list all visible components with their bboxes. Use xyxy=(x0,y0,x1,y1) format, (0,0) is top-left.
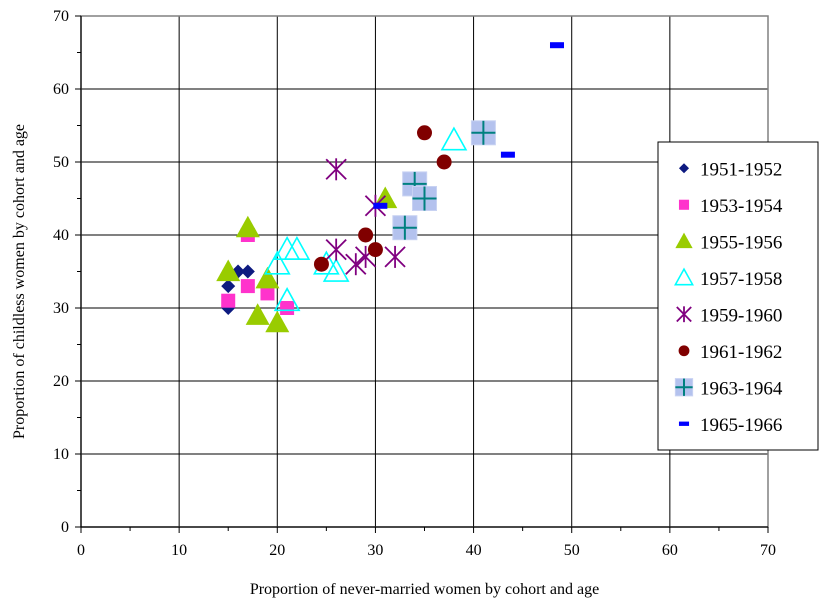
legend-marker xyxy=(678,163,690,174)
legend-entry: 1953-1954 xyxy=(678,196,783,217)
data-point-series-3 xyxy=(235,215,260,238)
data-point-series-6 xyxy=(313,256,329,272)
y-tick-label: 60 xyxy=(53,81,69,98)
data-point-series-8 xyxy=(549,42,564,49)
data-point-series-4 xyxy=(263,250,291,275)
axes xyxy=(75,15,769,533)
legend-marker xyxy=(678,345,690,357)
legend-entry: 1965-1966 xyxy=(678,415,782,436)
data-point-series-5 xyxy=(384,245,406,268)
legend-marker xyxy=(675,232,693,249)
y-tick-label: 50 xyxy=(53,154,69,171)
y-tick-label: 0 xyxy=(61,519,69,536)
y-tick-label: 40 xyxy=(53,227,69,244)
y-tick-labels: 0 10 20 30 40 50 60 70 xyxy=(53,8,69,536)
data-points xyxy=(216,42,564,333)
x-tick-label: 70 xyxy=(760,542,776,559)
data-point-series-6 xyxy=(367,242,383,258)
data-point-series-1 xyxy=(221,279,236,294)
legend-marker xyxy=(674,267,694,286)
data-point-series-2 xyxy=(280,301,295,315)
legend-label: 1951-1952 xyxy=(700,159,782,180)
legend-label: 1955-1956 xyxy=(700,232,782,253)
data-point-series-2 xyxy=(240,279,255,294)
data-point-series-5 xyxy=(325,238,347,261)
data-point-series-6 xyxy=(358,227,374,243)
data-point-series-4 xyxy=(273,287,301,312)
legend-entry: 1955-1956 xyxy=(675,232,782,253)
x-tick-label: 50 xyxy=(564,542,580,559)
legend-label: 1957-1958 xyxy=(700,269,782,290)
y-tick-label: 30 xyxy=(53,300,69,317)
legend-marker xyxy=(678,199,690,210)
x-tick-label: 40 xyxy=(466,542,482,559)
data-point-series-7 xyxy=(412,186,437,211)
data-point-series-8 xyxy=(373,202,388,209)
data-point-series-6 xyxy=(436,154,452,170)
legend-label: 1963-1964 xyxy=(700,378,783,399)
y-axis-title: Proportion of childless women by cohort … xyxy=(11,124,28,439)
x-tick-label: 60 xyxy=(662,542,678,559)
legend-entry: 1959-1960 xyxy=(676,305,782,326)
data-point-series-3 xyxy=(255,266,280,289)
data-point-series-4 xyxy=(322,257,350,282)
data-point-series-1 xyxy=(240,264,255,279)
legend-marker xyxy=(678,421,690,426)
x-tick-label: 20 xyxy=(269,542,285,559)
x-tick-label: 0 xyxy=(77,542,85,559)
x-tick-label: 30 xyxy=(367,542,383,559)
data-point-series-2 xyxy=(221,293,236,308)
data-point-series-7 xyxy=(392,215,418,241)
data-point-series-4 xyxy=(440,126,468,151)
legend-label: 1965-1966 xyxy=(700,415,782,436)
data-point-series-7 xyxy=(470,120,496,146)
legend-entry: 1963-1964 xyxy=(674,378,783,399)
legend-label: 1961-1962 xyxy=(700,342,782,363)
data-point-series-5 xyxy=(325,158,347,181)
legend: 1951-1952 1953-1954 1955-1956 1957-1958 1959… xyxy=(657,141,819,451)
legend-box xyxy=(657,141,819,451)
legend-marker xyxy=(674,378,694,397)
x-tick-labels: 0 10 20 30 40 50 60 70 xyxy=(77,542,776,559)
data-point-series-3 xyxy=(216,259,241,282)
legend-label: 1959-1960 xyxy=(700,305,782,326)
x-tick-label: 10 xyxy=(171,542,187,559)
legend-entry: 1951-1952 xyxy=(678,159,782,180)
y-tick-label: 10 xyxy=(53,446,69,463)
data-point-series-6 xyxy=(417,125,432,141)
data-point-series-3 xyxy=(245,303,270,325)
legend-entry: 1961-1962 xyxy=(678,342,782,363)
data-point-series-4 xyxy=(283,235,311,261)
data-point-series-3 xyxy=(265,310,290,333)
x-axis-title: Proportion of never-married women by coh… xyxy=(250,581,599,598)
data-point-series-5 xyxy=(345,253,367,276)
data-point-series-8 xyxy=(500,151,515,158)
y-tick-label: 20 xyxy=(53,373,69,390)
legend-marker xyxy=(676,306,692,323)
legend-entry: 1957-1958 xyxy=(674,267,782,290)
y-tick-label: 70 xyxy=(53,8,69,25)
legend-label: 1953-1954 xyxy=(700,196,783,217)
data-point-series-2 xyxy=(260,286,275,301)
